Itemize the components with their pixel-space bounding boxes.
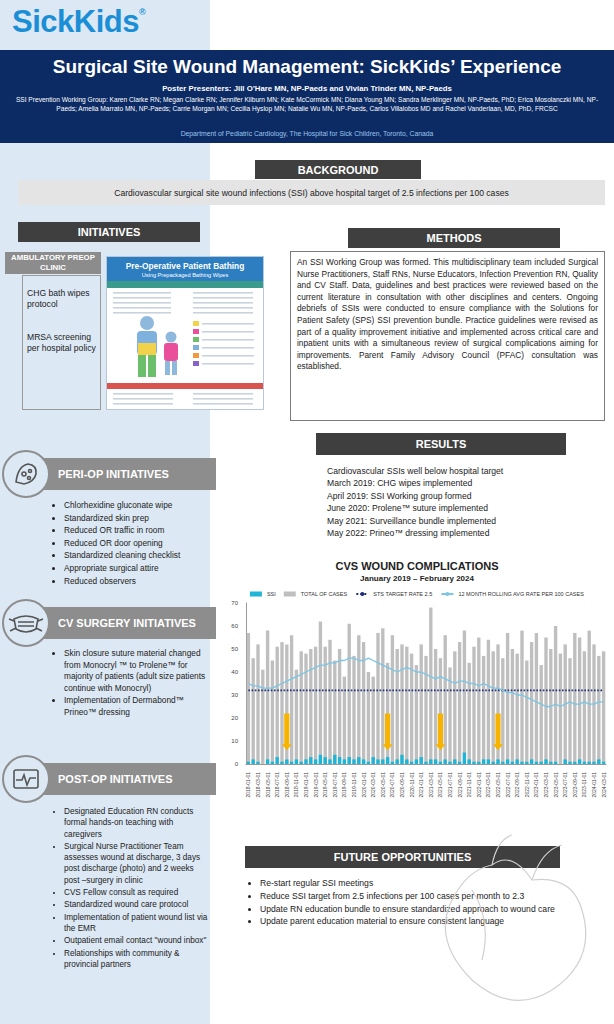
html-text:Standardized skin prep: Standardized skin prep (64, 512, 149, 523)
svg-text:2021-11-01: 2021-11-01 (466, 772, 472, 797)
svg-text:2018-01-01: 2018-01-01 (245, 772, 251, 798)
html-text:Cardiovascular SSIs well below: Cardiovascular SSIs well below hospital … (327, 466, 504, 476)
html-text:Poster Presenters: Jill O’Hare: Poster Presenters: Jill O’Hare MN, NP-Pa… (162, 84, 452, 93)
html-text:Cardiovascular surgical site w: Cardiovascular surgical site wound infec… (114, 187, 509, 198)
html-text:An SSI Working Group was forme: An SSI Working Group was formed. This mu… (297, 257, 598, 372)
html-text:CV SURGERY INITIATIVES: CV SURGERY INITIATIVES (58, 617, 196, 629)
svg-text:2021-01-01: 2021-01-01 (418, 772, 424, 798)
html-text:AMBULATORY PREOP CLINIC: AMBULATORY PREOP CLINIC (11, 253, 95, 272)
html-text:Implementation of Dermabond™ P: Implementation of Dermabond™ Prineo™ dre… (64, 695, 184, 717)
svg-text:2023-07-01: 2023-07-01 (562, 772, 568, 798)
svg-text:2020-01-01: 2020-01-01 (361, 772, 367, 798)
html-text:FUTURE OPPORTUNITIES: FUTURE OPPORTUNITIES (333, 851, 472, 863)
svg-text:2018-07-01: 2018-07-01 (274, 772, 280, 798)
html-text:Outpatient email contact "woun: Outpatient email contact "wound inbox" (64, 936, 207, 946)
svg-text:2022-09-01: 2022-09-01 (514, 772, 520, 798)
svg-text:20: 20 (231, 715, 238, 721)
html-text:Using Prepackaged Bathing Wipe: Using Prepackaged Bathing Wipes (141, 272, 229, 278)
svg-text:2023-03-01: 2023-03-01 (543, 772, 549, 798)
html-text:BACKGROUND: BACKGROUND (297, 163, 379, 176)
svg-text:2022-01-01: 2022-01-01 (476, 772, 482, 798)
svg-text:2023-09-01: 2023-09-01 (572, 772, 578, 798)
html-text:Relationships with community &: Relationships with community & provincia… (64, 948, 180, 969)
html-text:Reduce SSI target from 2.5 inf: Reduce SSI target from 2.5 infections pe… (260, 890, 525, 901)
svg-text:2021-05-01: 2021-05-01 (437, 772, 443, 798)
svg-text:2019-07-01: 2019-07-01 (332, 772, 338, 798)
svg-text:2023-05-01: 2023-05-01 (553, 772, 559, 798)
html-text:Designated Education RN conduc: Designated Education RN conducts formal … (64, 807, 194, 839)
svg-text:2019-05-01: 2019-05-01 (322, 772, 328, 798)
html-text:Re-start regular SSI meetings: Re-start regular SSI meetings (260, 878, 374, 888)
html-text:Appropriate surgical attire: Appropriate surgical attire (64, 563, 159, 573)
svg-text:CVS WOUND COMPLICATIONS: CVS WOUND COMPLICATIONS (336, 560, 499, 572)
svg-text:30: 30 (231, 692, 238, 698)
svg-text:2021-03-01: 2021-03-01 (428, 772, 434, 798)
svg-text:2024-03-01: 2024-03-01 (601, 772, 607, 798)
svg-text:2023-01-01: 2023-01-01 (533, 772, 539, 798)
svg-text:2019-09-01: 2019-09-01 (341, 772, 347, 798)
html-text:Skin closure suture material c: Skin closure suture material changed fro… (64, 648, 206, 693)
html-text:SickKids: SickKids (12, 4, 139, 39)
svg-text:2020-07-01: 2020-07-01 (389, 772, 395, 798)
svg-text:60: 60 (231, 623, 238, 629)
html-text:PERI-OP INITIATIVES: PERI-OP INITIATIVES (58, 468, 169, 480)
html-text:Standardized wound care protoc: Standardized wound care protocol (64, 900, 189, 910)
html-text:Implementation of patient woun: Implementation of patient wound list via… (64, 912, 208, 933)
html-text:CHG bath wipes protocol: CHG bath wipes protocol (27, 288, 90, 309)
html-text:Reduced OR traffic in room: Reduced OR traffic in room (64, 525, 165, 536)
html-text:SSI Prevention Working Group:: SSI Prevention Working Group: Karen Clar… (15, 96, 599, 112)
svg-text:2023-11-01: 2023-11-01 (581, 772, 587, 797)
html-text:May 2022: Prineo™ dressing imp: May 2022: Prineo™ dressing implemented (327, 528, 490, 538)
svg-text:2018-11-01: 2018-11-01 (293, 772, 299, 797)
svg-text:2020-11-01: 2020-11-01 (409, 772, 415, 797)
svg-text:2020-05-01: 2020-05-01 (380, 772, 386, 798)
svg-text:STS TARGET RATE 2.5: STS TARGET RATE 2.5 (373, 591, 432, 597)
html-text:Surgical Site Wound Management: Surgical Site Wound Management: SickKids… (52, 56, 562, 77)
html-text:MRSA screening per hospital po: MRSA screening per hospital policy (27, 332, 96, 353)
svg-text:0: 0 (235, 761, 239, 767)
html-text:March 2019: CHG wipes implemen: March 2019: CHG wipes implemented (327, 478, 473, 489)
html-text:METHODS: METHODS (426, 232, 482, 244)
html-text:June 2020: Prolene™ suture imp: June 2020: Prolene™ suture implemented (327, 503, 488, 514)
svg-text:2022-11-01: 2022-11-01 (524, 772, 530, 797)
svg-text:2021-09-01: 2021-09-01 (457, 772, 463, 798)
html-text:POST-OP INITIATIVES: POST-OP INITIATIVES (58, 773, 173, 785)
svg-text:50: 50 (231, 646, 238, 652)
html-text:Department of Pediatric Cardio: Department of Pediatric Cardiology, The … (180, 130, 434, 137)
svg-text:70: 70 (231, 600, 238, 606)
html-text:May 2021: Surveillance bundle: May 2021: Surveillance bundle implemente… (327, 515, 497, 526)
html-text:Standardized cleaning checklis: Standardized cleaning checklist (64, 550, 181, 561)
svg-text:2022-07-01: 2022-07-01 (505, 772, 511, 798)
svg-text:2019-11-01: 2019-11-01 (351, 772, 357, 797)
svg-text:2018-03-01: 2018-03-01 (255, 772, 261, 798)
svg-text:40: 40 (231, 669, 238, 675)
svg-text:SSI: SSI (267, 591, 276, 597)
svg-text:January 2019 – February 2024: January 2019 – February 2024 (360, 574, 474, 583)
svg-text:2018-09-01: 2018-09-01 (284, 772, 290, 798)
svg-text:2020-09-01: 2020-09-01 (399, 772, 405, 798)
html-text:INITIATIVES: INITIATIVES (77, 226, 141, 238)
svg-text:2018-05-01: 2018-05-01 (265, 772, 271, 798)
svg-text:2022-05-01: 2022-05-01 (495, 772, 501, 798)
svg-text:2019-03-01: 2019-03-01 (313, 772, 319, 798)
html-text:April 2019: SSI Working group: April 2019: SSI Working group formed (327, 490, 472, 501)
html-text:Reduced OR door opening: Reduced OR door opening (64, 537, 163, 548)
svg-text:TOTAL OF CASES: TOTAL OF CASES (301, 591, 348, 597)
svg-text:10: 10 (231, 738, 238, 744)
svg-text:2019-01-01: 2019-01-01 (303, 772, 309, 798)
html-text:Chlorhexidine gluconate wipe: Chlorhexidine gluconate wipe (64, 500, 173, 510)
svg-text:2021-07-01: 2021-07-01 (447, 772, 453, 798)
html-text:Pre-Operative Patient Bathing: Pre-Operative Patient Bathing (125, 261, 245, 271)
html-text:RESULTS: RESULTS (415, 438, 467, 450)
html-text:Reduced observers: Reduced observers (64, 575, 136, 586)
html-text:Update RN education bundle to: Update RN education bundle to ensure sta… (260, 903, 555, 914)
svg-text:12 MONTH ROLLING AVG RATE PER: 12 MONTH ROLLING AVG RATE PER 100 CASES (458, 591, 584, 597)
html-text:Update parent education materi: Update parent education material to ensu… (260, 916, 505, 927)
html-text:CVS Fellow consult as required: CVS Fellow consult as required (64, 888, 179, 898)
html-text:Surgical Nurse Practitioner Te: Surgical Nurse Practitioner Team assesse… (64, 841, 201, 885)
svg-text:2024-01-01: 2024-01-01 (591, 772, 597, 798)
svg-text:2020-03-01: 2020-03-01 (370, 772, 376, 798)
svg-text:2022-03-01: 2022-03-01 (485, 772, 491, 798)
